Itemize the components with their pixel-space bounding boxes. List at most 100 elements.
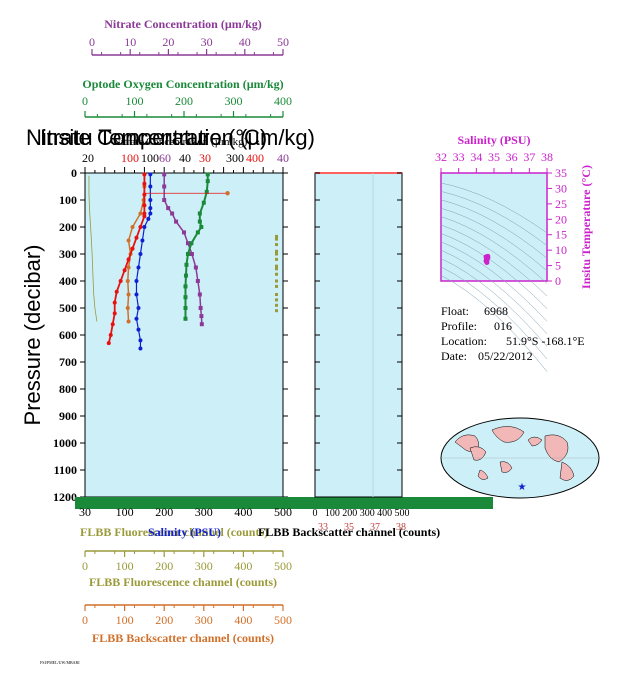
backscatter-series-point [126,292,131,297]
float-info-row: Profile: 016 [441,319,512,333]
oxygen-series-point [183,273,188,278]
ts-density-contour [440,275,548,372]
temperature-series-point [142,203,147,208]
ts-y-tick-label: 20 [555,212,567,226]
float-info-row: Date: 05/22/2012 [441,349,533,363]
nitrate-series-point [199,314,204,319]
fluorescence-axis-title: FLBB Fluorescence channel (counts) [89,575,277,589]
fluorescence-tick-label: 100 [116,559,134,573]
ts-density-contour [440,266,548,360]
oxygen-tick-label: 300 [225,94,243,108]
nitrate-tick-label: 0 [89,35,95,49]
fluorescence-tick-label: 0 [82,559,88,573]
oxygen-series-point [204,189,209,194]
main-inner-bottom-tick-label: 500 [274,505,292,519]
ts-x-axis-title: Salinity (PSU) [457,133,530,147]
backscatter-series-point [125,279,130,283]
nitrate-axis-title: Nitrate Concentration (µm/kg) [104,17,262,31]
nitrate-tick-label: 50 [277,35,289,49]
oxygen-series-point [183,316,188,321]
float-info-row: Float: 6968 [441,304,508,318]
small-panel-tick-label: 500 [395,508,410,519]
oxygen-series-point [199,225,204,229]
ts-y-tick-label: 25 [555,197,567,211]
oxygen-tick-label: 200 [175,94,193,108]
ts-density-contour [440,224,548,297]
world-map-landmass [559,461,575,481]
ts-y-tick-label: 30 [555,181,567,195]
fluorescence-edge-point [275,252,278,256]
temperature-series-point [142,172,147,177]
temperature-series-point [134,235,139,240]
fluorescence-edge-point [275,237,278,241]
world-map-landmass [469,446,487,461]
nitrate-series-point [198,306,203,310]
fluorescence-edge-point [275,298,278,302]
small-panel-overlap-label: 38 [396,522,406,533]
nitrate-series-point [170,211,175,216]
ts-x-tick-label: 34 [470,150,482,164]
salinity-series-point [136,265,141,270]
pressure-tick-label: 0 [71,166,77,180]
backscatter-series-point [126,238,131,243]
salinity-series-point [148,184,153,189]
salinity-series-point [148,211,153,216]
fluorescence-tick-label: 500 [274,559,292,573]
ts-density-contour [440,249,548,334]
backscatter-surface-outlier [225,191,230,196]
temperature-series-point [130,246,135,251]
ts-density-contour [440,241,548,322]
nitrate-series-point [182,230,186,235]
oxygen-series-point [197,219,202,224]
ts-data-point [484,256,490,262]
fluorescence-edge-point [275,249,278,253]
float-info-block: Float: 6968 Profile: 016 Location: 51.9°… [441,304,585,364]
fluorescence-tick-label: 400 [234,559,252,573]
pressure-tick-label: 1000 [53,436,77,450]
main-inner-bottom-tick-label: 300 [195,505,213,519]
salinity-series-point [138,338,143,343]
ts-y-tick-label: 15 [555,228,567,242]
oxygen-series-point [189,241,194,246]
ts-density-contour [440,191,548,246]
ts-x-tick-label: 32 [435,150,447,164]
nitrate-series-point [189,252,194,256]
fluorescence-edge-point [275,309,278,313]
backscatter-tick-label: 300 [195,613,213,627]
small-panel-tick-label: 100 [325,508,340,519]
pressure-tick-label: 800 [59,382,77,396]
ts-y-tick-label: 5 [555,259,561,273]
oxygen-series-point [201,200,206,205]
salinity-series-point [136,327,141,332]
fluorescence-edge-point [275,243,278,247]
world-map-landmass [491,426,525,443]
main-inner-top-tick-label: 300 [226,151,244,165]
oxygen-series-point [184,262,189,267]
salinity-series-point [148,198,153,202]
ts-y-tick-label: 10 [555,243,567,257]
salinity-series-point [134,279,139,283]
pressure-tick-label: 700 [59,355,77,369]
ts-density-contour [440,233,548,309]
nitrate-series-point [166,206,171,211]
backscatter-series-point [130,225,135,229]
main-inner-top-tick-label: 30 [199,151,211,165]
small-panel-overlap-label: 37 [370,522,380,533]
pressure-tick-label: 100 [59,193,77,207]
fluorescence-edge-point [275,303,278,307]
pressure-axis-title: Pressure (decibar) [20,245,45,426]
pressure-tick-label: 200 [59,220,77,234]
main-inner-bottom-tick-label: 30 [79,505,91,519]
backscatter-tick-label: 400 [234,613,252,627]
oxygen-series-point [185,252,190,256]
backscatter-tick-label: 200 [155,613,173,627]
temperature-series-point [138,225,143,229]
main-inner-bottom-tick-label: 200 [155,505,173,519]
main-inner-top-tick-label: 20 [82,151,94,165]
nitrate-series-point [162,172,167,177]
oxygen-axis-title: Optode Oxygen Concentration (µm/kg) [82,77,283,91]
pressure-tick-label: 1100 [54,463,77,477]
ts-density-contour [440,182,548,234]
temperature-series-point [114,289,119,294]
